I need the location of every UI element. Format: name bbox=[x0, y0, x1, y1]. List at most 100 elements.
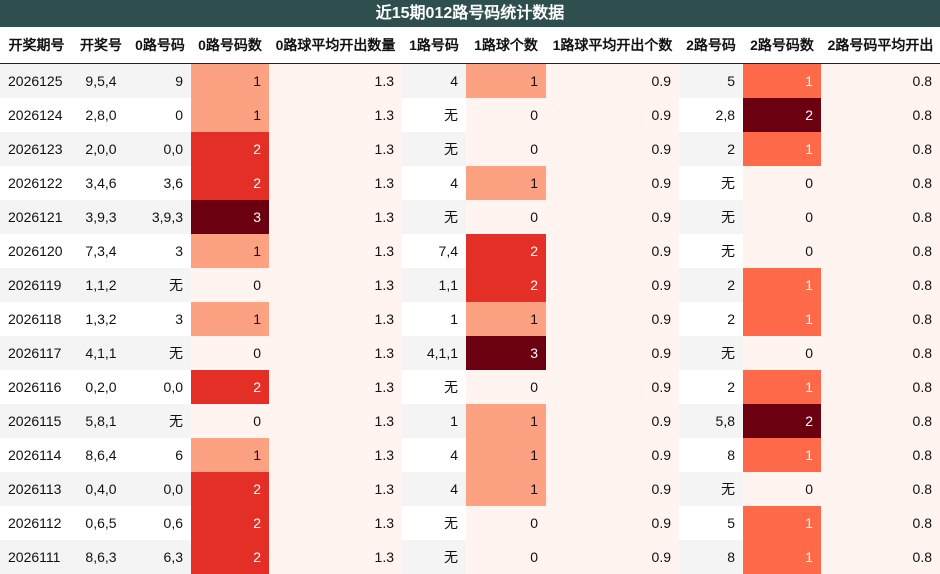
issue-number-cell: 2026119 bbox=[0, 268, 73, 302]
route2-numbers-cell: 无 bbox=[679, 166, 743, 200]
route1-avg-cell: 0.9 bbox=[546, 438, 679, 472]
draw-number-cell: 0,6,5 bbox=[73, 506, 129, 540]
route1-numbers-cell: 4,1,1 bbox=[402, 336, 466, 370]
draw-number-cell: 2,8,0 bbox=[73, 98, 129, 132]
route2-count-cell: 1 bbox=[743, 370, 821, 404]
issue-number-cell: 2026112 bbox=[0, 506, 73, 540]
route1-numbers-cell: 4 bbox=[402, 472, 466, 506]
route0-numbers-cell: 0,0 bbox=[129, 370, 191, 404]
route1-numbers-cell: 1 bbox=[402, 404, 466, 438]
route0-avg-cell: 1.3 bbox=[269, 234, 402, 268]
route0-numbers-cell: 0 bbox=[129, 98, 191, 132]
route2-numbers-cell: 5 bbox=[679, 64, 743, 99]
route2-avg-cell: 0.8 bbox=[821, 98, 940, 132]
route2-count-cell: 2 bbox=[743, 98, 821, 132]
column-header: 0路号码 bbox=[129, 27, 191, 64]
route2-avg-cell: 0.8 bbox=[821, 132, 940, 166]
route2-count-cell: 0 bbox=[743, 234, 821, 268]
route2-avg-cell: 0.8 bbox=[821, 336, 940, 370]
route0-avg-cell: 1.3 bbox=[269, 472, 402, 506]
route2-numbers-cell: 无 bbox=[679, 200, 743, 234]
issue-number-cell: 2026113 bbox=[0, 472, 73, 506]
route1-numbers-cell: 4 bbox=[402, 64, 466, 99]
route2-numbers-cell: 8 bbox=[679, 540, 743, 574]
issue-number-cell: 2026114 bbox=[0, 438, 73, 472]
issue-number-cell: 2026116 bbox=[0, 370, 73, 404]
route2-count-cell: 0 bbox=[743, 200, 821, 234]
draw-number-cell: 0,4,0 bbox=[73, 472, 129, 506]
route2-count-cell: 1 bbox=[743, 268, 821, 302]
route0-numbers-cell: 9 bbox=[129, 64, 191, 99]
route2-count-cell: 1 bbox=[743, 506, 821, 540]
route0-count-cell: 2 bbox=[191, 540, 269, 574]
route1-avg-cell: 0.9 bbox=[546, 132, 679, 166]
draw-number-cell: 7,3,4 bbox=[73, 234, 129, 268]
route0-count-cell: 1 bbox=[191, 234, 269, 268]
route1-numbers-cell: 1,1 bbox=[402, 268, 466, 302]
route1-avg-cell: 0.9 bbox=[546, 64, 679, 99]
route0-avg-cell: 1.3 bbox=[269, 540, 402, 574]
route2-numbers-cell: 无 bbox=[679, 336, 743, 370]
issue-number-cell: 2026123 bbox=[0, 132, 73, 166]
route0-numbers-cell: 3 bbox=[129, 302, 191, 336]
route2-numbers-cell: 5 bbox=[679, 506, 743, 540]
route0-numbers-cell: 6 bbox=[129, 438, 191, 472]
route0-numbers-cell: 6,3 bbox=[129, 540, 191, 574]
route2-numbers-cell: 无 bbox=[679, 234, 743, 268]
route0-avg-cell: 1.3 bbox=[269, 268, 402, 302]
issue-number-cell: 2026111 bbox=[0, 540, 73, 574]
route0-numbers-cell: 3,6 bbox=[129, 166, 191, 200]
route0-numbers-cell: 0,6 bbox=[129, 506, 191, 540]
route0-avg-cell: 1.3 bbox=[269, 166, 402, 200]
route0-avg-cell: 1.3 bbox=[269, 336, 402, 370]
route2-avg-cell: 0.8 bbox=[821, 506, 940, 540]
column-header: 1路球平均开出个数 bbox=[546, 27, 679, 64]
route2-count-cell: 1 bbox=[743, 302, 821, 336]
route0-avg-cell: 1.3 bbox=[269, 302, 402, 336]
route0-avg-cell: 1.3 bbox=[269, 64, 402, 99]
issue-number-cell: 2026117 bbox=[0, 336, 73, 370]
route1-count-cell: 0 bbox=[466, 540, 546, 574]
route2-count-cell: 0 bbox=[743, 166, 821, 200]
route2-count-cell: 1 bbox=[743, 64, 821, 99]
route1-count-cell: 0 bbox=[466, 98, 546, 132]
route1-numbers-cell: 7,4 bbox=[402, 234, 466, 268]
route0-numbers-cell: 0,0 bbox=[129, 132, 191, 166]
route2-avg-cell: 0.8 bbox=[821, 200, 940, 234]
issue-number-cell: 2026121 bbox=[0, 200, 73, 234]
route0-count-cell: 2 bbox=[191, 132, 269, 166]
route2-count-cell: 1 bbox=[743, 132, 821, 166]
route2-numbers-cell: 2,8 bbox=[679, 98, 743, 132]
route2-numbers-cell: 无 bbox=[679, 472, 743, 506]
route0-count-cell: 0 bbox=[191, 336, 269, 370]
column-header: 0路球平均开出数量 bbox=[269, 27, 402, 64]
route1-avg-cell: 0.9 bbox=[546, 234, 679, 268]
route2-avg-cell: 0.8 bbox=[821, 540, 940, 574]
route0-count-cell: 0 bbox=[191, 268, 269, 302]
route0-numbers-cell: 3 bbox=[129, 234, 191, 268]
route0-count-cell: 1 bbox=[191, 98, 269, 132]
table-title: 近15期012路号码统计数据 bbox=[0, 0, 940, 27]
route1-numbers-cell: 4 bbox=[402, 438, 466, 472]
route2-count-cell: 0 bbox=[743, 336, 821, 370]
draw-number-cell: 1,1,2 bbox=[73, 268, 129, 302]
draw-number-cell: 4,1,1 bbox=[73, 336, 129, 370]
route0-numbers-cell: 无 bbox=[129, 404, 191, 438]
route2-numbers-cell: 5,8 bbox=[679, 404, 743, 438]
route0-avg-cell: 1.3 bbox=[269, 404, 402, 438]
route0-count-cell: 1 bbox=[191, 302, 269, 336]
route2-count-cell: 1 bbox=[743, 438, 821, 472]
route1-avg-cell: 0.9 bbox=[546, 540, 679, 574]
route2-numbers-cell: 8 bbox=[679, 438, 743, 472]
